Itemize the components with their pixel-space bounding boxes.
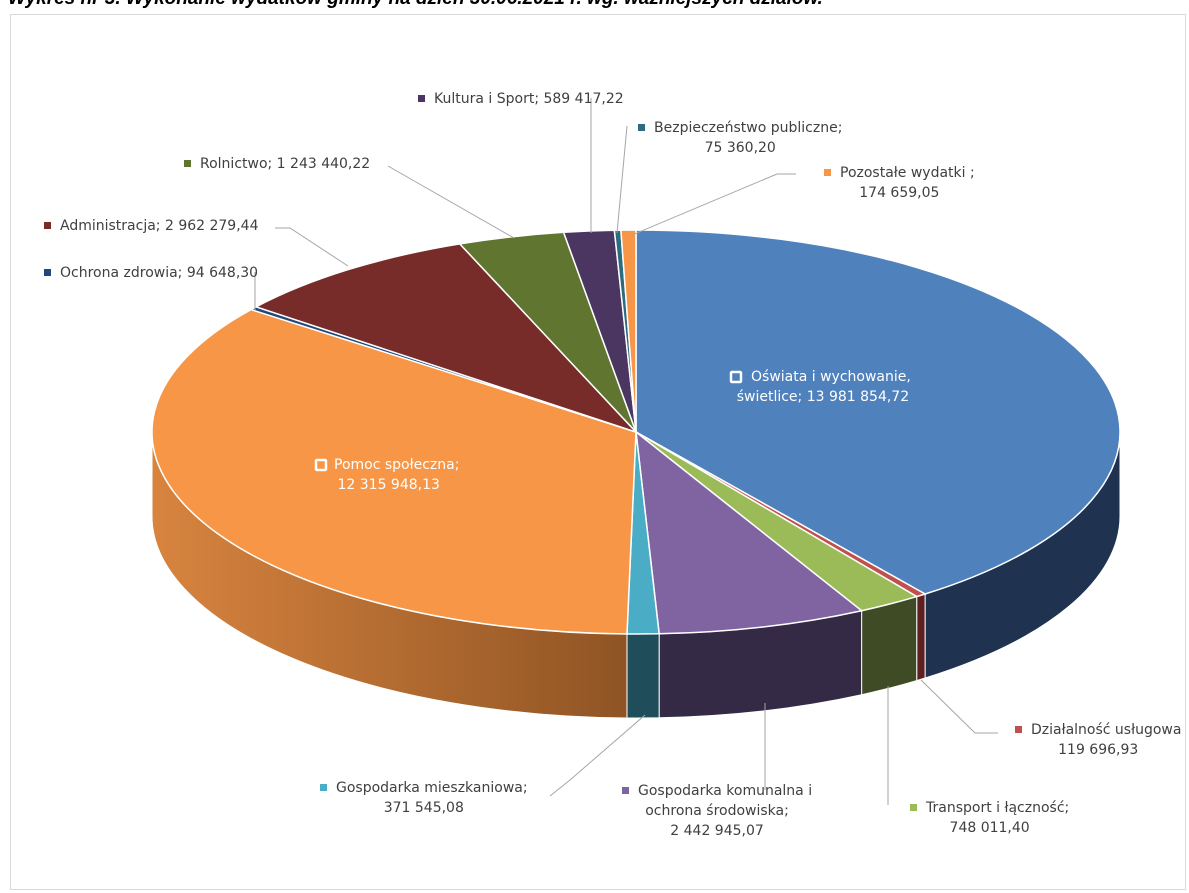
label-key-dzialalnosc-uslugowa: [1015, 726, 1022, 733]
label-key-pomoc-spoleczna: [314, 458, 328, 472]
label-key-oswiata-i-wychowanie-swietlice: [729, 370, 743, 384]
pie-slice-pomoc-spoleczna: [151, 308, 637, 635]
label-key-bezpieczenstwo-publiczne: [638, 124, 645, 131]
leader-line-rolnictwo: [387, 165, 515, 239]
label-key-administracja: [44, 222, 51, 229]
data-label-ochrona-zdrowia: Ochrona zdrowia; 94 648,30: [60, 265, 258, 281]
chart-title: Wykres nr 3. Wykonanie wydatków gminy na…: [8, 0, 823, 10]
data-label-gospodarka-komunalna-i-ochrona-srodowiska: Gospodarka komunalna i ochrona środowiska…: [638, 783, 812, 839]
data-label-rolnictwo: Rolnictwo; 1 243 440,22: [200, 156, 370, 172]
data-label-dzialalnosc-uslugowa: Działalność usługowa 119 696,93: [1031, 722, 1181, 758]
data-label-kultura-i-sport: Kultura i Sport; 589 417,22: [434, 91, 624, 107]
data-label-administracja: Administracja; 2 962 279,44: [60, 218, 259, 234]
leader-line-administracja: [275, 227, 349, 267]
data-label-gospodarka-mieszkaniowa: Gospodarka mieszkaniowa; 371 545,08: [336, 780, 528, 816]
label-key-gospodarka-mieszkaniowa: [320, 784, 327, 791]
data-label-pomoc-spoleczna: Pomoc społeczna; 12 315 948,13: [334, 457, 459, 493]
data-label-transport-i-lacznosc: Transport i łączność; 748 011,40: [925, 800, 1069, 836]
label-key-ochrona-zdrowia: [44, 269, 51, 276]
leader-line-dzialalnosc-uslugowa: [920, 679, 998, 734]
pie-slice-gospodarka-komunalna-i-ochrona-srodowiska: [635, 430, 864, 635]
leader-line-bezpieczenstwo-publiczne: [616, 125, 628, 234]
label-key-rolnictwo: [184, 160, 191, 167]
data-label-oswiata-i-wychowanie-swietlice: Oświata i wychowanie, świetlice; 13 981 8…: [737, 369, 911, 405]
chart-area: [10, 14, 1186, 890]
pie-side-gospodarka-mieszkaniowa: [626, 633, 660, 719]
leader-line-gospodarka-mieszkaniowa: [549, 714, 646, 797]
pie-side-transport-i-lacznosc: [861, 595, 918, 696]
pie-side-dzialalnosc-uslugowa: [916, 593, 926, 682]
label-key-gospodarka-komunalna-i-ochrona-srodowiska: [622, 787, 629, 794]
label-key-transport-i-lacznosc: [910, 804, 917, 811]
data-label-pozostale-wydatki: Pozostałe wydatki ; 174 659,05: [840, 165, 975, 201]
pie-slice-oswiata-i-wychowanie-swietlice: [635, 229, 1121, 595]
data-label-bezpieczenstwo-publiczne: Bezpieczeństwo publiczne; 75 360,20: [654, 120, 842, 156]
label-key-kultura-i-sport: [418, 95, 425, 102]
pie-slice-administracja: [254, 243, 637, 433]
label-key-pozostale-wydatki: [824, 169, 831, 176]
leader-line-pozostale-wydatki: [631, 173, 796, 236]
pie-slice-pozostale-wydatki: [620, 229, 637, 433]
